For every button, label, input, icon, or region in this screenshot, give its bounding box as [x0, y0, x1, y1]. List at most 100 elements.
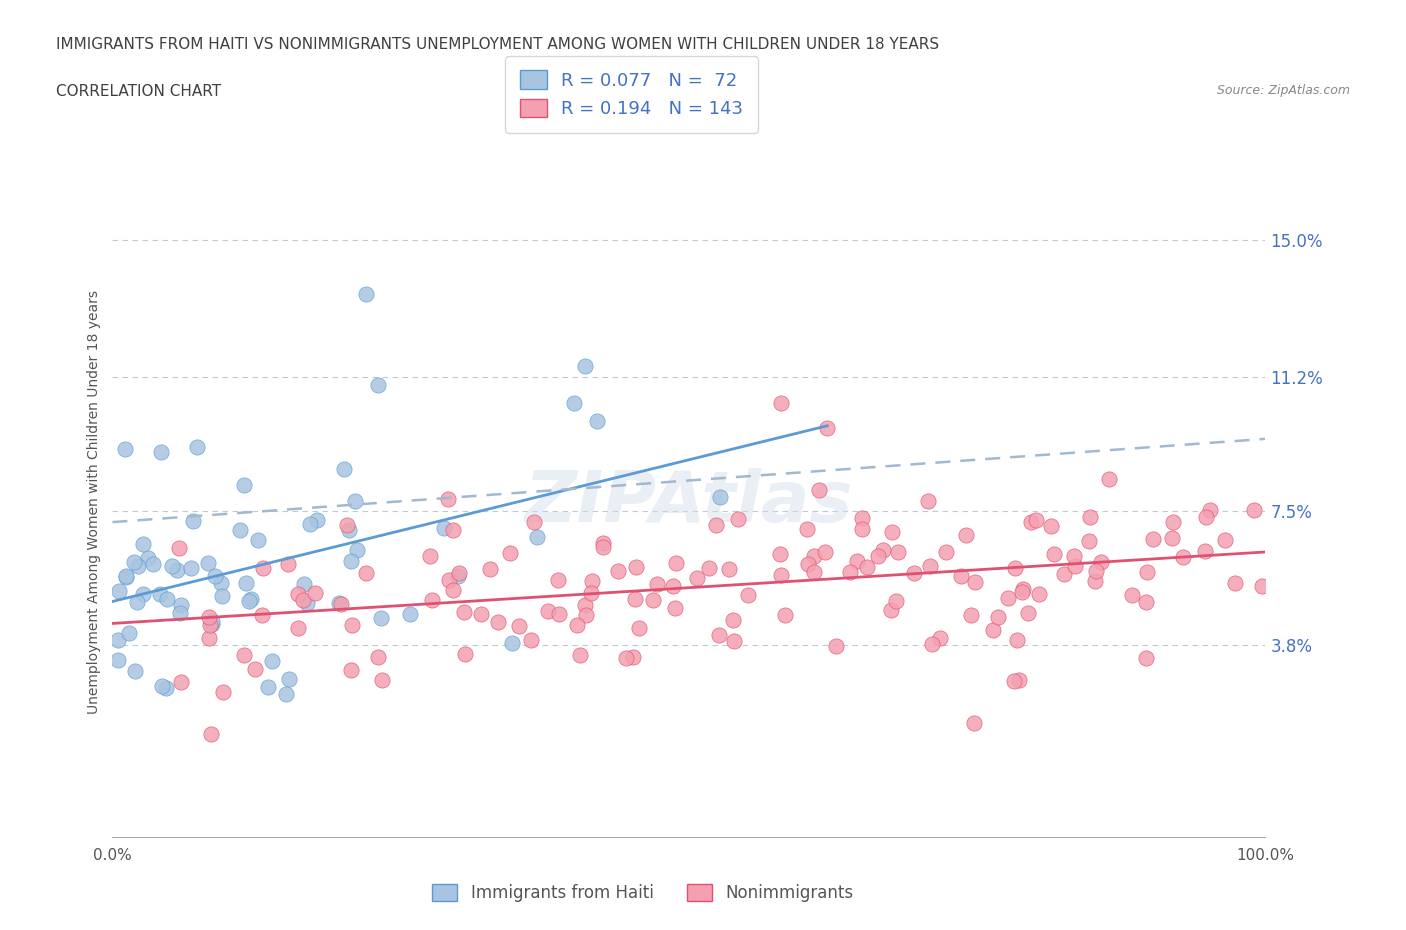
Point	[704, 517, 727, 532]
Point	[162, 558, 184, 573]
Point	[770, 395, 793, 410]
Text: IMMIGRANTS FROM HAITI VS NONIMMIGRANTS UNEMPLOYMENT AMONG WOMEN WITH CHILDREN UN: IMMIGRANTS FROM HAITI VS NONIMMIGRANTS U…	[56, 37, 939, 52]
Point	[246, 533, 269, 548]
Point	[124, 663, 146, 678]
Point	[107, 653, 129, 668]
Point	[884, 594, 907, 609]
Point	[441, 582, 464, 597]
Point	[292, 577, 315, 591]
Point	[686, 570, 709, 585]
Text: ZIPAtlas: ZIPAtlas	[524, 468, 853, 537]
Point	[737, 588, 759, 603]
Point	[1194, 544, 1216, 559]
Point	[118, 626, 141, 641]
Point	[1090, 554, 1112, 569]
Point	[1225, 575, 1247, 590]
Point	[501, 635, 523, 650]
Point	[1017, 606, 1039, 621]
Point	[150, 678, 173, 693]
Point	[132, 587, 155, 602]
Point	[441, 523, 464, 538]
Point	[1171, 549, 1194, 564]
Point	[1078, 510, 1101, 525]
Point	[166, 563, 188, 578]
Point	[1004, 561, 1026, 576]
Point	[156, 591, 179, 606]
Point	[447, 569, 470, 584]
Point	[851, 522, 873, 537]
Point	[1002, 673, 1025, 688]
Point	[114, 442, 136, 457]
Point	[336, 518, 359, 533]
Point	[136, 550, 159, 565]
Point	[803, 549, 825, 564]
Point	[180, 561, 202, 576]
Point	[575, 608, 598, 623]
Point	[592, 536, 614, 551]
Point	[305, 513, 328, 528]
Legend: R = 0.077   N =  72, R = 0.194   N = 143: R = 0.077 N = 72, R = 0.194 N = 143	[505, 56, 758, 132]
Point	[803, 565, 825, 579]
Point	[141, 556, 163, 571]
Point	[1243, 503, 1265, 518]
Point	[470, 606, 492, 621]
Point	[1135, 594, 1157, 609]
Point	[592, 539, 614, 554]
Point	[868, 549, 890, 564]
Point	[211, 589, 233, 604]
Point	[796, 522, 818, 537]
Point	[181, 513, 204, 528]
Point	[699, 561, 721, 576]
Point	[565, 618, 588, 632]
Point	[453, 604, 475, 619]
Point	[1077, 534, 1099, 549]
Point	[262, 653, 284, 668]
Point	[1136, 565, 1159, 579]
Point	[526, 529, 548, 544]
Point	[856, 559, 879, 574]
Point	[797, 557, 820, 572]
Point	[709, 490, 731, 505]
Point	[987, 609, 1010, 624]
Point	[1011, 585, 1033, 600]
Point	[354, 286, 377, 301]
Point	[122, 554, 145, 569]
Point	[845, 553, 868, 568]
Point	[664, 601, 686, 616]
Point	[499, 545, 522, 560]
Point	[662, 578, 685, 593]
Point	[127, 594, 149, 609]
Point	[127, 558, 149, 573]
Point	[333, 461, 356, 476]
Point	[354, 565, 377, 580]
Point	[1019, 514, 1042, 529]
Point	[872, 542, 894, 557]
Point	[955, 527, 977, 542]
Point	[1163, 515, 1185, 530]
Point	[132, 537, 155, 551]
Point	[1142, 531, 1164, 546]
Point	[256, 680, 278, 695]
Point	[1039, 518, 1062, 533]
Text: Source: ZipAtlas.com: Source: ZipAtlas.com	[1216, 84, 1350, 97]
Point	[574, 359, 596, 374]
Point	[228, 523, 250, 538]
Point	[950, 568, 973, 583]
Point	[367, 378, 389, 392]
Point	[114, 569, 136, 584]
Point	[815, 420, 838, 435]
Point	[807, 483, 830, 498]
Point	[169, 605, 191, 620]
Point	[201, 614, 224, 629]
Point	[1008, 672, 1031, 687]
Point	[167, 541, 190, 556]
Point	[1250, 578, 1272, 593]
Point	[727, 512, 749, 526]
Point	[1121, 588, 1143, 603]
Point	[240, 591, 263, 606]
Point	[1053, 566, 1076, 581]
Point	[548, 607, 571, 622]
Text: CORRELATION CHART: CORRELATION CHART	[56, 84, 221, 99]
Point	[665, 555, 688, 570]
Point	[1063, 549, 1085, 564]
